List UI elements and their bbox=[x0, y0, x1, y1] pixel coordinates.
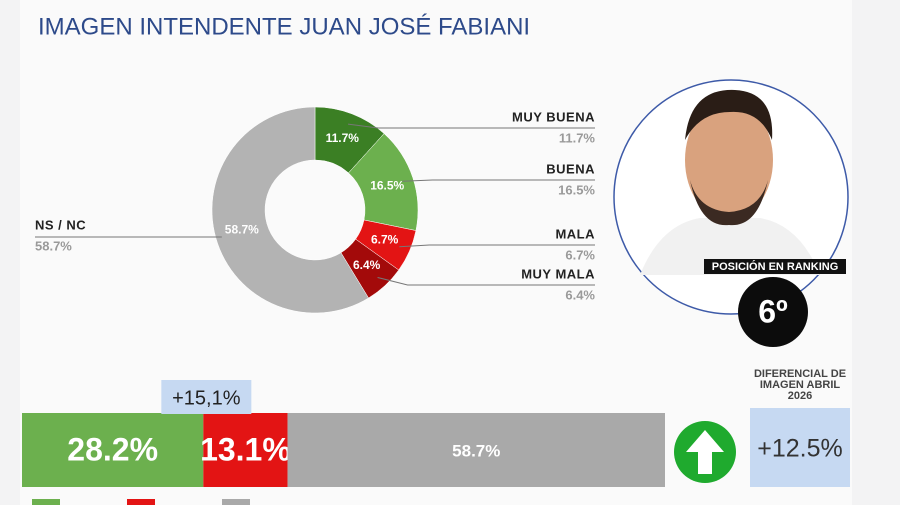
category-value: 58.7% bbox=[35, 238, 72, 253]
bar-annotation: +15,1% bbox=[172, 387, 241, 409]
ranking-value: 6º bbox=[758, 293, 788, 329]
slice-label: 11.7% bbox=[326, 131, 360, 145]
category-value: 11.7% bbox=[559, 130, 596, 145]
category-label: MUY MALA bbox=[521, 266, 595, 281]
photo bbox=[613, 79, 849, 315]
category-value: 16.5% bbox=[558, 182, 595, 197]
legend-swatch bbox=[127, 499, 155, 505]
difference-value: +12.5% bbox=[757, 435, 843, 463]
category-value: 6.7% bbox=[565, 247, 595, 262]
bar-segment bbox=[203, 413, 288, 487]
bar-segment bbox=[22, 413, 204, 487]
category-label: MALA bbox=[555, 226, 595, 241]
ranking-label: POSICIÓN EN RANKING bbox=[712, 260, 839, 273]
category-value: 6.4% bbox=[565, 287, 595, 302]
ranking-label-bg bbox=[704, 259, 846, 274]
leader-line bbox=[399, 244, 595, 248]
difference-box bbox=[750, 408, 850, 487]
difference-label: DIFERENCIAL DE IMAGEN ABRIL 2026 bbox=[753, 368, 847, 402]
leader-line bbox=[377, 276, 595, 286]
ranking-badge bbox=[738, 277, 808, 347]
bar-segment bbox=[287, 413, 665, 487]
legend-swatch bbox=[222, 499, 250, 505]
trend-arrow bbox=[686, 430, 724, 474]
leader-line bbox=[402, 179, 595, 182]
legend-swatch bbox=[32, 499, 60, 505]
leader-line bbox=[347, 123, 595, 129]
bar-label: 28.2% bbox=[67, 431, 158, 467]
slice-label: 6.4% bbox=[353, 258, 381, 272]
category-label: MUY BUENA bbox=[512, 109, 595, 124]
pie-slice bbox=[211, 106, 369, 314]
slice-label: 16.5% bbox=[370, 178, 404, 192]
bar-label: 13.1% bbox=[200, 431, 291, 467]
slice-label: 6.7% bbox=[371, 233, 399, 247]
slice-label: 58.7% bbox=[225, 223, 259, 237]
bar-label: 58.7% bbox=[452, 441, 500, 460]
title: IMAGEN INTENDENTE JUAN JOSÉ FABIANI bbox=[38, 13, 530, 40]
annotation-box bbox=[161, 380, 252, 414]
category-label: NS / NC bbox=[35, 217, 86, 232]
category-label: BUENA bbox=[546, 161, 595, 176]
